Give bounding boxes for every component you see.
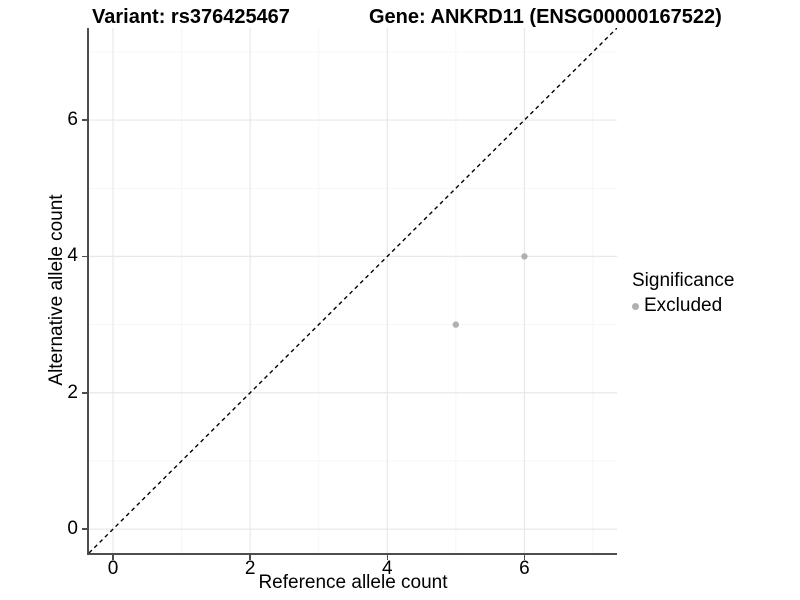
y-axis-title: Alternative allele count <box>46 194 67 386</box>
x-tick-mark <box>249 555 251 560</box>
legend-title: Significance <box>632 270 735 291</box>
y-tick-label: 0 <box>67 518 78 540</box>
identity-reference-line <box>89 28 617 553</box>
x-tick-label: 2 <box>244 558 256 579</box>
legend-item-excluded: Excluded <box>632 295 734 317</box>
x-tick-mark <box>523 555 526 560</box>
plot-title-variant: Variant: rs376425467 <box>92 6 290 28</box>
data-point <box>452 321 460 328</box>
y-tick-mark <box>82 255 87 258</box>
x-tick-mark <box>386 555 389 560</box>
x-axis-title: Reference allele count <box>258 572 448 593</box>
excluded-point-icon <box>632 302 639 310</box>
y-tick-label: 4 <box>67 245 78 267</box>
x-tick-label: 0 <box>107 558 119 579</box>
plot-panel <box>87 28 617 555</box>
legend: Significance Excluded <box>632 270 734 317</box>
plot-panel-svg <box>89 28 617 553</box>
data-point <box>521 253 528 260</box>
y-tick-label: 2 <box>67 381 78 403</box>
y-tick-label: 6 <box>67 109 78 131</box>
x-tick-mark <box>112 555 114 560</box>
y-tick-mark <box>82 119 87 121</box>
legend-item-label: Excluded <box>644 295 723 316</box>
plot-title-gene: Gene: ANKRD11 (ENSG00000167522) <box>369 6 722 28</box>
y-tick-mark <box>82 392 87 394</box>
x-tick-label: 6 <box>519 558 530 579</box>
y-tick-mark <box>82 528 87 530</box>
x-tick-label: 4 <box>381 558 393 579</box>
